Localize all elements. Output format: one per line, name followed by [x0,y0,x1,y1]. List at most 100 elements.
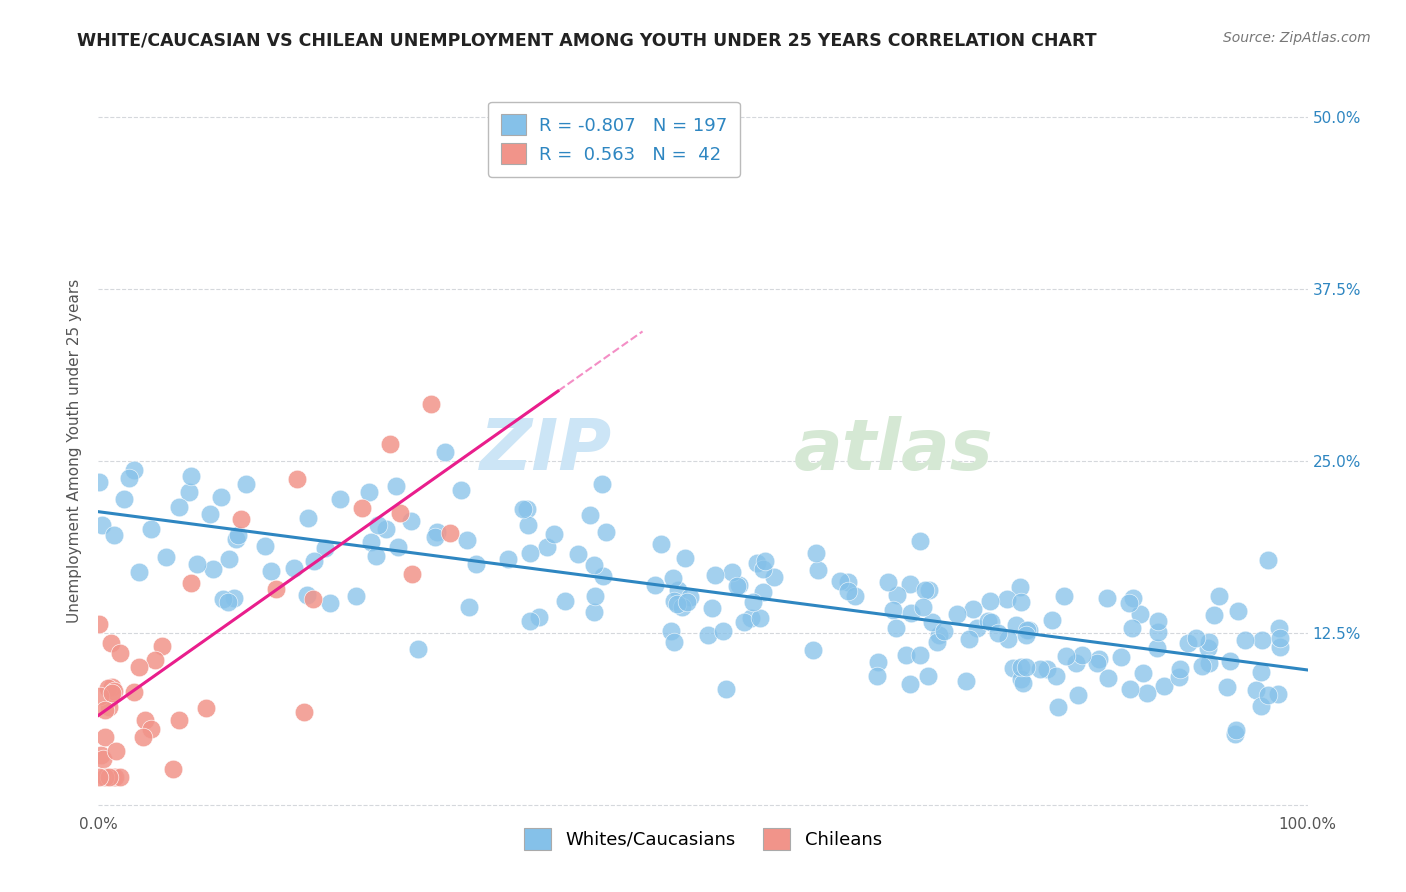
Point [1064,657,1087,671]
Point [664,593,686,607]
Point [1136,686,1159,700]
Point [1129,607,1152,622]
Point [578,508,600,523]
Point [745,556,768,570]
Point [659,624,682,638]
Point [918,582,941,597]
Point [385,479,408,493]
Point [1202,608,1225,623]
Point [679,590,702,604]
Point [253,539,276,553]
Point [666,597,689,611]
Point [134,713,156,727]
Point [439,526,461,541]
Text: atlas: atlas [793,416,994,485]
Point [98,700,121,714]
Point [112,492,135,507]
Point [225,533,247,547]
Point [1177,635,1199,649]
Point [946,607,969,621]
Point [979,593,1001,607]
Point [725,579,748,593]
Point [1067,689,1090,703]
Point [934,624,956,639]
Point [1085,656,1108,670]
Point [98,770,121,784]
Point [93,752,115,766]
Point [150,639,173,653]
Point [195,701,218,715]
Point [101,685,124,699]
Point [666,582,689,597]
Point [1168,662,1191,676]
Point [202,562,225,576]
Point [927,635,949,649]
Point [100,680,122,694]
Point [898,676,921,690]
Point [752,585,775,599]
Point [1010,672,1032,686]
Point [141,522,163,536]
Point [742,594,765,608]
Point [318,596,340,610]
Point [527,610,550,624]
Point [1268,640,1291,655]
Point [89,475,111,489]
Point [957,632,980,647]
Point [830,574,852,588]
Point [155,550,177,565]
Point [882,603,904,617]
Point [700,600,723,615]
Point [1191,659,1213,673]
Point [1122,591,1144,606]
Point [401,566,423,581]
Point [104,770,127,784]
Point [366,549,388,564]
Point [1047,699,1070,714]
Point [1010,660,1032,674]
Point [512,502,534,516]
Point [228,528,250,542]
Point [89,616,111,631]
Point [211,592,233,607]
Point [582,558,605,572]
Point [143,652,166,666]
Point [928,628,950,642]
Point [567,547,589,561]
Point [94,731,117,745]
Point [1010,595,1032,609]
Point [1267,687,1289,701]
Point [186,557,208,571]
Point [128,659,150,673]
Point [367,517,389,532]
Point [295,588,318,602]
Point [180,469,202,483]
Point [955,674,977,689]
Point [103,528,125,542]
Point [1018,623,1040,637]
Point [1097,671,1119,685]
Text: WHITE/CAUCASIAN VS CHILEAN UNEMPLOYMENT AMONG YOUTH UNDER 25 YEARS CORRELATION C: WHITE/CAUCASIAN VS CHILEAN UNEMPLOYMENT … [77,31,1097,49]
Point [1251,632,1274,647]
Point [97,681,120,695]
Point [914,582,936,597]
Point [583,589,606,603]
Point [1119,681,1142,696]
Point [388,506,411,520]
Point [1153,679,1175,693]
Point [217,595,239,609]
Point [1223,727,1246,741]
Point [516,501,538,516]
Point [387,540,409,554]
Point [426,524,449,539]
Point [352,500,374,515]
Point [921,615,943,629]
Point [1147,624,1170,639]
Point [1087,652,1109,666]
Point [662,571,685,585]
Point [93,703,115,717]
Point [536,540,558,554]
Point [101,770,124,784]
Text: Source: ZipAtlas.com: Source: ZipAtlas.com [1223,31,1371,45]
Point [399,514,422,528]
